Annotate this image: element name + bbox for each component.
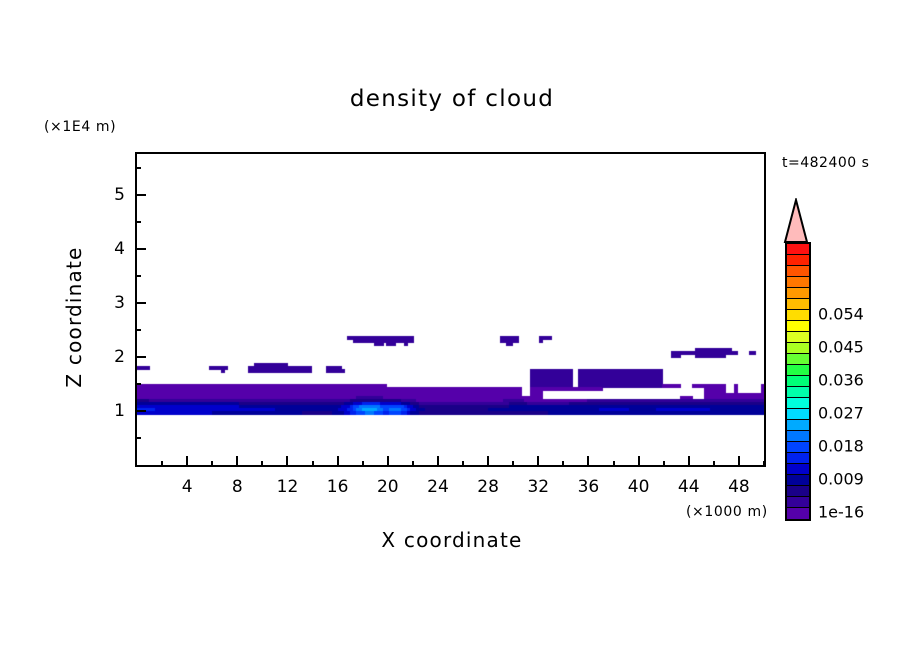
colorbar-band xyxy=(787,420,809,431)
x-tick-minor xyxy=(512,461,515,467)
colorbar-band xyxy=(787,486,809,497)
x-tick-minor xyxy=(361,461,364,467)
colorbar-band xyxy=(787,277,809,288)
y-tick-major xyxy=(135,193,146,196)
y-tick-major xyxy=(135,247,146,250)
x-axis-units-label: (×1000 m) xyxy=(686,504,768,520)
x-tick-minor xyxy=(462,461,465,467)
colorbar-band xyxy=(787,431,809,442)
x-tick-label: 36 xyxy=(577,477,600,497)
y-tick-minor xyxy=(135,382,141,385)
colorbar-band xyxy=(787,365,809,376)
y-tick-minor xyxy=(135,166,141,169)
x-tick-major xyxy=(737,456,740,467)
colorbar-band xyxy=(787,497,809,508)
colorbar-band xyxy=(787,354,809,365)
colorbar-tick-label: 0.054 xyxy=(818,304,864,323)
x-tick-minor xyxy=(562,461,565,467)
x-tick-major xyxy=(637,456,640,467)
x-tick-label: 28 xyxy=(477,477,499,497)
x-tick-label: 20 xyxy=(376,477,399,497)
y-axis-ticks xyxy=(135,152,148,467)
x-tick-minor xyxy=(161,461,164,467)
colorbar-band xyxy=(787,255,809,266)
x-tick-major xyxy=(587,456,590,467)
colorbar-band xyxy=(787,343,809,354)
x-tick-label: 32 xyxy=(527,477,550,497)
y-tick-label: 2 xyxy=(114,346,125,367)
time-annotation: t=482400 s xyxy=(782,155,870,171)
y-axis-units-label: (×1E4 m) xyxy=(44,119,117,135)
x-tick-label: 48 xyxy=(728,477,750,497)
x-tick-major xyxy=(336,456,339,467)
colorbar-arrow-icon xyxy=(783,198,809,243)
x-tick-minor xyxy=(211,461,214,467)
plot-area xyxy=(135,152,766,467)
colorbar-band xyxy=(787,288,809,299)
y-tick-label: 3 xyxy=(114,292,125,313)
colorbar-band xyxy=(787,376,809,387)
x-tick-label: 24 xyxy=(427,477,449,497)
colorbar-band xyxy=(787,508,809,519)
colorbar-band xyxy=(787,321,809,332)
colorbar-tick-label: 0.036 xyxy=(818,370,864,389)
colorbar-band xyxy=(787,453,809,464)
colorbar-band xyxy=(787,310,809,321)
x-tick-major xyxy=(186,456,189,467)
x-tick-label: 12 xyxy=(276,477,299,497)
colorbar-tick-label: 0.009 xyxy=(818,469,864,488)
colorbar-band xyxy=(787,475,809,486)
x-tick-major xyxy=(386,456,389,467)
x-tick-label: 4 xyxy=(181,477,193,497)
y-tick-label: 1 xyxy=(114,400,125,421)
colorbar-tick-label: 0.018 xyxy=(818,436,864,455)
colorbar-band xyxy=(787,332,809,343)
colorbar-band xyxy=(787,442,809,453)
colorbar-band xyxy=(787,266,809,277)
x-tick-label: 40 xyxy=(627,477,650,497)
x-tick-major xyxy=(236,456,239,467)
y-tick-label: 5 xyxy=(114,184,125,205)
y-tick-label: 4 xyxy=(114,238,125,259)
x-tick-major xyxy=(487,456,490,467)
colorbar-bands xyxy=(785,242,811,521)
x-tick-minor xyxy=(411,461,414,467)
y-tick-minor xyxy=(135,274,141,277)
x-tick-major xyxy=(286,456,289,467)
colorbar-tick-label: 0.045 xyxy=(818,337,864,356)
colorbar-band xyxy=(787,464,809,475)
colorbar-tick-label: 1e-16 xyxy=(818,502,865,521)
x-tick-label: 44 xyxy=(677,477,700,497)
y-tick-minor xyxy=(135,328,141,331)
x-axis-title: X coordinate xyxy=(381,528,523,552)
colorbar-band xyxy=(787,387,809,398)
x-axis-ticks xyxy=(135,454,766,467)
y-axis-title: Z coordinate xyxy=(62,246,86,388)
x-tick-major xyxy=(537,456,540,467)
x-tick-minor xyxy=(612,461,615,467)
colorbar-band xyxy=(787,244,809,255)
y-tick-major xyxy=(135,409,146,412)
colorbar-band xyxy=(787,409,809,420)
x-tick-label: 16 xyxy=(326,477,349,497)
x-tick-minor xyxy=(261,461,264,467)
x-tick-minor xyxy=(662,461,665,467)
page-title: density of cloud xyxy=(349,86,555,112)
y-tick-minor xyxy=(135,220,141,223)
x-tick-major xyxy=(687,456,690,467)
x-tick-minor xyxy=(712,461,715,467)
x-tick-minor xyxy=(763,461,765,467)
x-tick-minor xyxy=(311,461,314,467)
y-tick-major xyxy=(135,301,146,304)
contour-field xyxy=(137,154,764,465)
x-tick-label: 8 xyxy=(231,477,243,497)
y-tick-minor xyxy=(135,436,141,439)
colorbar-band xyxy=(787,299,809,310)
colorbar-band xyxy=(787,398,809,409)
y-tick-major xyxy=(135,355,146,358)
colorbar-tick-label: 0.027 xyxy=(818,403,864,422)
x-tick-major xyxy=(436,456,439,467)
